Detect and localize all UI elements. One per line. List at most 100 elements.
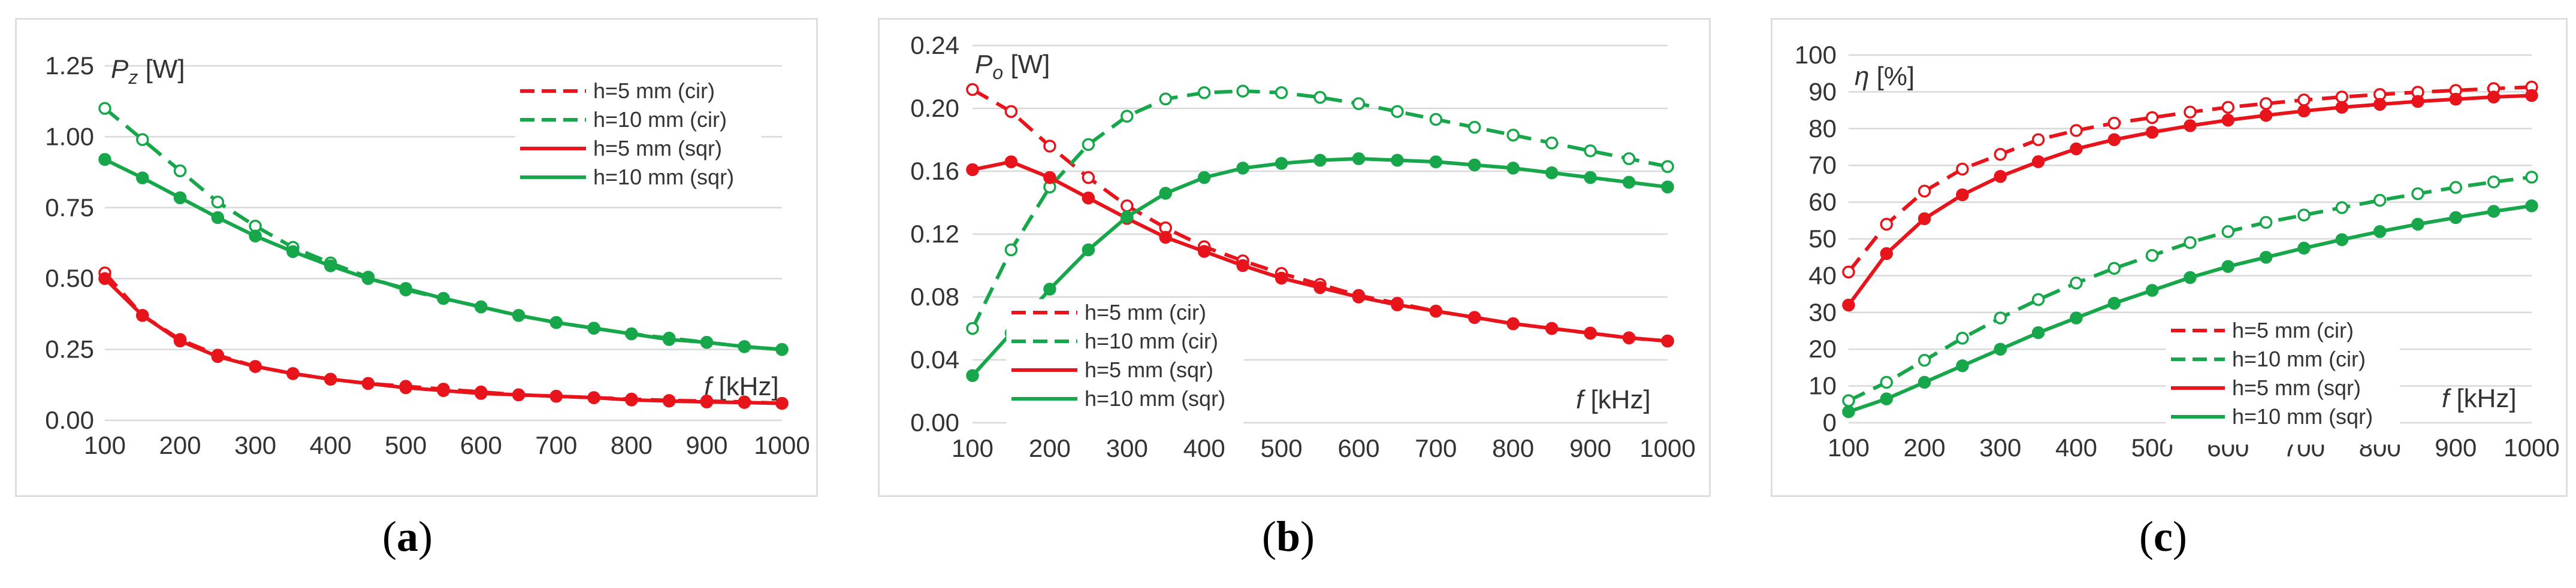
data-point bbox=[1391, 105, 1404, 118]
data-point bbox=[475, 387, 488, 400]
data-point bbox=[2297, 208, 2311, 222]
data-point bbox=[2221, 260, 2235, 273]
data-point bbox=[1004, 243, 1018, 256]
y-tick-label: 0.20 bbox=[910, 94, 959, 122]
data-point bbox=[1352, 152, 1366, 165]
data-point bbox=[1584, 144, 1597, 157]
data-point bbox=[1506, 162, 1520, 175]
legend-label: h=10 mm (sqr) bbox=[593, 165, 734, 189]
data-point bbox=[1121, 210, 1134, 223]
data-point bbox=[1545, 322, 1559, 335]
data-point bbox=[2335, 201, 2349, 214]
data-point bbox=[399, 381, 412, 395]
data-point bbox=[1661, 180, 1674, 193]
y-axis-label: Pz [W] bbox=[111, 54, 185, 88]
x-tick-label: 700 bbox=[1415, 434, 1457, 462]
data-point bbox=[1313, 281, 1327, 294]
legend-label: h=5 mm (sqr) bbox=[593, 136, 722, 160]
x-tick-label: 800 bbox=[1492, 434, 1534, 462]
data-point bbox=[324, 372, 337, 386]
data-point bbox=[2221, 113, 2235, 127]
data-point bbox=[1275, 157, 1288, 170]
data-point bbox=[1121, 199, 1134, 213]
data-point bbox=[1352, 97, 1366, 110]
data-point bbox=[1313, 153, 1327, 167]
data-point bbox=[1622, 331, 1636, 344]
y-tick-label: 80 bbox=[1808, 114, 1837, 143]
x-tick-label: 900 bbox=[685, 431, 727, 459]
data-point bbox=[1880, 392, 1894, 405]
data-point bbox=[1043, 283, 1056, 296]
chart-frame bbox=[878, 18, 1711, 497]
data-point bbox=[2297, 93, 2311, 107]
chart-a: 0.00 0.25 0.50 0.75 1.00 1.25 100 200 300 400 500 6… bbox=[15, 18, 818, 497]
chart-panel-b: 0.00 0.04 0.08 0.12 0.16 0.20 0.24 100 200 300 400… bbox=[878, 18, 1711, 497]
legend-label: h=10 mm (sqr) bbox=[1085, 386, 1225, 411]
data-point bbox=[1622, 152, 1636, 165]
x-tick-label: 1000 bbox=[2503, 434, 2559, 462]
data-point bbox=[549, 316, 563, 329]
data-point bbox=[966, 83, 979, 96]
data-point bbox=[1004, 155, 1018, 168]
data-point bbox=[512, 388, 526, 402]
data-point bbox=[2031, 133, 2045, 146]
legend: h=5 mm (cir) h=10 mm (cir) h=5 mm (sqr) h=1… bbox=[515, 77, 762, 205]
x-tick-label: 900 bbox=[1569, 434, 1611, 462]
data-point bbox=[587, 391, 600, 404]
y-tick-label: 40 bbox=[1808, 261, 1837, 289]
data-point bbox=[2297, 241, 2311, 255]
x-tick-label: 300 bbox=[234, 431, 276, 459]
data-point bbox=[437, 292, 450, 305]
data-point bbox=[437, 384, 450, 398]
data-point bbox=[2411, 95, 2424, 108]
data-point bbox=[2070, 311, 2083, 325]
caption-b: (b) bbox=[1261, 513, 1315, 560]
data-point bbox=[98, 102, 111, 115]
y-tick-label: 0.16 bbox=[910, 157, 959, 185]
data-point bbox=[2525, 199, 2538, 213]
y-tick-label: 0.12 bbox=[910, 220, 959, 248]
data-point bbox=[1622, 175, 1636, 189]
data-point bbox=[2335, 90, 2349, 104]
legend-label: h=10 mm (sqr) bbox=[2232, 404, 2373, 429]
data-point bbox=[2449, 181, 2463, 194]
data-point bbox=[1994, 343, 2007, 356]
data-point bbox=[2184, 236, 2197, 249]
series-2 bbox=[966, 84, 1674, 335]
y-tick-label: 30 bbox=[1808, 298, 1837, 326]
y-tick-label: 0.00 bbox=[910, 408, 959, 437]
y-tick-label: 100 bbox=[1795, 41, 1837, 69]
data-point bbox=[2411, 217, 2424, 231]
data-point bbox=[1236, 259, 1249, 272]
data-point bbox=[1506, 128, 1520, 142]
series-3 bbox=[1842, 89, 2538, 312]
y-tick-label: 0.04 bbox=[910, 345, 959, 374]
data-point bbox=[286, 245, 300, 258]
x-tick-label: 700 bbox=[535, 431, 577, 459]
data-point bbox=[1880, 247, 1894, 260]
series-4 bbox=[966, 152, 1674, 382]
data-point bbox=[1082, 243, 1095, 256]
x-tick-label: 200 bbox=[159, 431, 201, 459]
data-point bbox=[775, 396, 789, 410]
data-point bbox=[2031, 326, 2045, 340]
data-point bbox=[136, 133, 149, 146]
data-point bbox=[1880, 375, 1894, 389]
data-point bbox=[2487, 205, 2500, 218]
data-point bbox=[173, 334, 187, 348]
data-point bbox=[2411, 187, 2424, 201]
x-tick-label: 100 bbox=[1828, 434, 1870, 462]
legend-box bbox=[1006, 299, 1244, 427]
data-point bbox=[2145, 284, 2159, 297]
data-point bbox=[2070, 142, 2083, 156]
x-tick-label: 800 bbox=[611, 431, 653, 459]
y-tick-label: 0.08 bbox=[910, 283, 959, 311]
legend-label: h=10 mm (cir) bbox=[593, 107, 727, 132]
data-point bbox=[1917, 184, 1931, 198]
legend-label: h=5 mm (sqr) bbox=[1085, 357, 1213, 382]
x-tick-label: 900 bbox=[2435, 434, 2477, 462]
x-tick-label: 100 bbox=[84, 431, 126, 459]
x-tick-label: 600 bbox=[1337, 434, 1379, 462]
data-point bbox=[2259, 108, 2273, 122]
data-point bbox=[1956, 359, 1969, 372]
